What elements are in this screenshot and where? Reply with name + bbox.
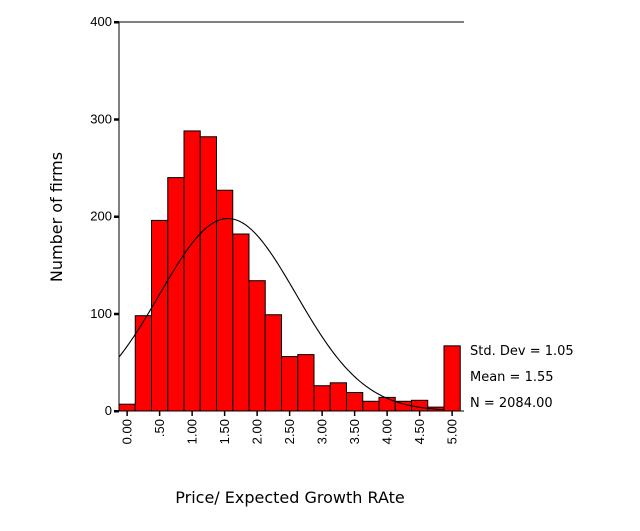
stats-box: Std. Dev = 1.05 Mean = 1.55 N = 2084.00 (470, 344, 574, 411)
histogram-bar (151, 219, 169, 412)
x-tick-label: 3.50 (347, 419, 362, 444)
histogram-bar (313, 385, 331, 412)
n-label: N = 2084.00 (470, 396, 553, 411)
histogram-bar (378, 396, 396, 412)
y-tick-mark (114, 118, 119, 121)
y-axis-ticks: 0 100 200 300 400 (90, 14, 119, 418)
normal-curve (118, 217, 445, 411)
histogram-bar (232, 233, 250, 412)
histogram-bar (167, 177, 185, 412)
x-tick-label: .50 (152, 419, 167, 437)
histogram-bar (183, 130, 201, 412)
y-tick-mark (114, 410, 119, 413)
histogram-bar (281, 356, 299, 412)
y-tick-label: 200 (90, 209, 112, 224)
x-tick-label: 1.00 (185, 419, 200, 444)
x-tick-label: 3.00 (315, 419, 330, 444)
y-tick-mark (114, 312, 119, 316)
histogram-bar (362, 400, 380, 412)
y-tick-label: 0 (105, 403, 112, 418)
x-tick-label: 4.50 (412, 419, 427, 444)
y-tick-label: 100 (90, 306, 112, 321)
x-tick-label: 2.00 (250, 419, 265, 444)
mean-label: Mean = 1.55 (470, 370, 554, 385)
x-tick-label: 5.00 (445, 419, 460, 444)
histogram-bar (248, 280, 266, 412)
y-tick-mark (114, 215, 119, 218)
histogram-bar (216, 189, 234, 412)
histogram-bar (297, 354, 315, 412)
y-tick-label: 300 (90, 111, 112, 126)
histogram-bar (264, 314, 282, 412)
histogram-bar (443, 345, 461, 412)
histogram-bar (118, 403, 136, 412)
histogram-bars (118, 130, 461, 412)
std-dev-label: Std. Dev = 1.05 (470, 344, 574, 359)
histogram-bar (199, 136, 217, 412)
y-tick-mark (114, 21, 119, 24)
histogram-bar (411, 399, 429, 412)
y-axis-title: Number of firms (47, 152, 66, 282)
x-axis-title: Price/ Expected Growth RAte (175, 488, 405, 507)
histogram-bar (329, 382, 347, 412)
histogram-bar (346, 392, 364, 412)
x-tick-label: 4.00 (380, 419, 395, 444)
x-axis-ticks: 0.00 .50 1.00 1.50 2.00 2.50 3.00 3.50 4.00 4.50 5… (120, 411, 460, 444)
y-tick-label: 400 (90, 14, 112, 29)
x-tick-label: 0.00 (120, 419, 135, 444)
x-tick-label: 1.50 (217, 419, 232, 444)
x-tick-label: 2.50 (282, 419, 297, 444)
